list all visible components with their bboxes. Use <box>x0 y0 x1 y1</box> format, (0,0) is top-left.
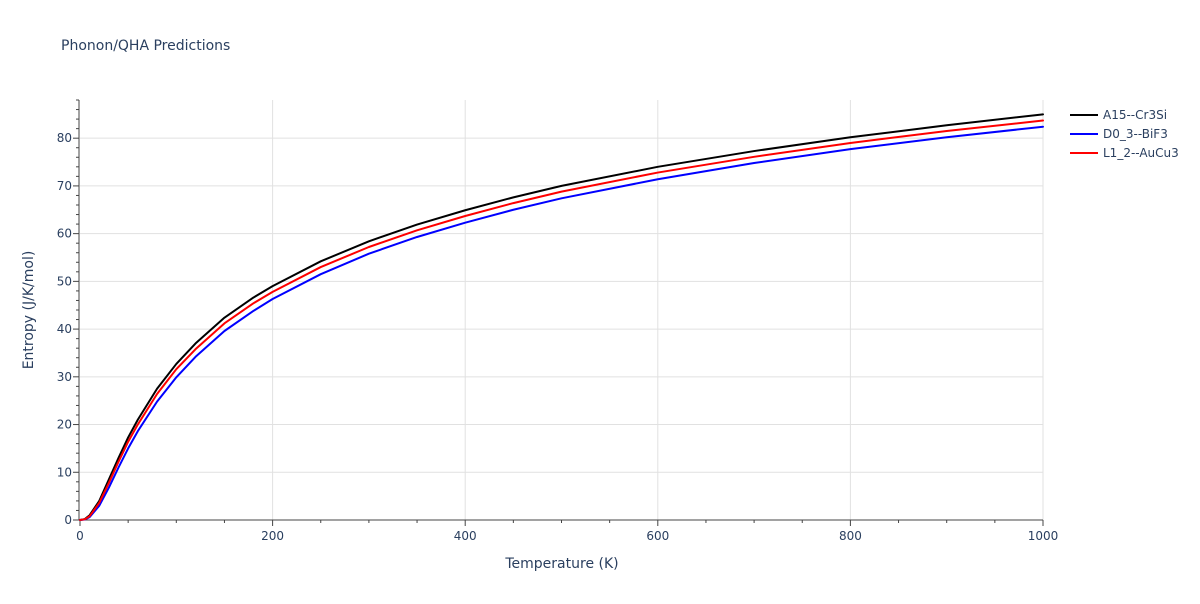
x-tick-label: 200 <box>261 529 284 543</box>
y-tick-label: 40 <box>57 322 72 336</box>
grid-layer <box>80 100 1044 520</box>
series-line-0 <box>79 113 1044 521</box>
series-line-2 <box>79 119 1044 521</box>
y-tick-label: 70 <box>57 179 72 193</box>
x-tick-label: 800 <box>839 529 862 543</box>
legend-item[interactable]: L1_2--AuCu3 <box>1070 146 1179 160</box>
chart-title: Phonon/QHA Predictions <box>61 38 230 54</box>
x-axis-title: Temperature (K) <box>504 556 618 572</box>
legend-label: D0_3--BiF3 <box>1103 127 1168 141</box>
x-tick-label: 600 <box>646 529 669 543</box>
y-axis-title: Entropy (J/K/mol) <box>21 251 37 370</box>
y-tick-label: 20 <box>57 418 72 432</box>
legend-label: A15--Cr3Si <box>1103 108 1167 122</box>
axes-layer: 0 200 400 600 800 1000 0 10 20 30 40 50 60 70 80 <box>57 99 1059 543</box>
y-tick-label: 10 <box>57 465 72 479</box>
x-tick-label: 0 <box>76 529 84 543</box>
y-tick-label: 80 <box>57 131 72 145</box>
y-tick-label: 60 <box>57 227 72 241</box>
legend-item[interactable]: D0_3--BiF3 <box>1070 127 1168 141</box>
legend-item[interactable]: A15--Cr3Si <box>1070 108 1167 122</box>
series-layer <box>79 113 1044 521</box>
legend-label: L1_2--AuCu3 <box>1103 146 1179 160</box>
y-tick-label: 30 <box>57 370 72 384</box>
y-tick-label: 50 <box>57 274 72 288</box>
x-tick-label: 400 <box>454 529 477 543</box>
y-tick-label: 0 <box>64 513 72 527</box>
legend: A15--Cr3Si D0_3--BiF3 L1_2--AuCu3 <box>1070 108 1179 160</box>
x-tick-label: 1000 <box>1028 529 1059 543</box>
series-line-1 <box>79 125 1044 521</box>
